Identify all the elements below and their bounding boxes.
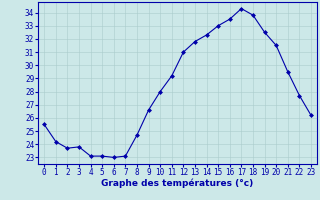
X-axis label: Graphe des températures (°c): Graphe des températures (°c) xyxy=(101,179,254,188)
